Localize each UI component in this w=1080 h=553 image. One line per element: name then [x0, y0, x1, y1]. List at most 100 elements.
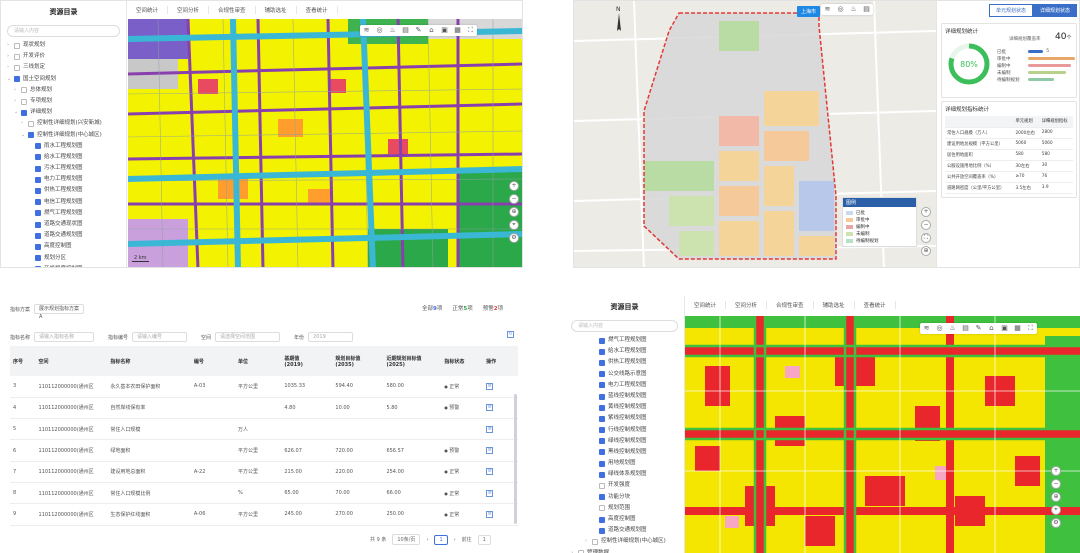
tree-checkbox[interactable] [35, 199, 41, 206]
tree-item[interactable]: 给水工程规划图 [1, 152, 126, 163]
tree-item[interactable]: 绿线体系规划图 [565, 469, 684, 480]
land-use-map[interactable]: ≋ ◎ ♨ ▤ ✎ ⌂ ▣ ▦ ⛶ + − ⊕ ⌖ ⚙ [685, 316, 1080, 553]
filter-input[interactable]: 请输入编号 [132, 332, 188, 342]
tree-item[interactable]: 电信工程规划图 [1, 197, 126, 208]
tab-2[interactable]: 合规性审查 [767, 301, 814, 309]
tree-checkbox[interactable] [35, 154, 41, 161]
zoom-out-button[interactable]: − [509, 194, 519, 204]
tree-checkbox[interactable] [578, 550, 584, 553]
filter-input[interactable]: 2019 [308, 332, 354, 342]
locate-button[interactable]: ⊕ [1051, 492, 1061, 502]
tree-checkbox[interactable] [35, 210, 41, 217]
zoom-out-button[interactable]: − [921, 220, 931, 230]
prev-page-button[interactable]: ‹ [426, 536, 429, 543]
caret-icon[interactable]: › [585, 538, 587, 545]
caret-icon[interactable]: › [7, 64, 9, 71]
bag-icon[interactable]: ▦ [454, 26, 461, 34]
tree-checkbox[interactable] [599, 505, 605, 512]
search-input[interactable]: 请输入内容 [7, 25, 120, 37]
caret-icon[interactable]: ⌄ [14, 109, 19, 116]
tree-checkbox[interactable] [21, 87, 27, 94]
tree-item[interactable]: 燃气工程规划图 [1, 208, 126, 219]
caret-icon[interactable]: › [7, 42, 9, 48]
tree-checkbox[interactable] [599, 483, 605, 490]
tree-checkbox[interactable] [599, 382, 605, 389]
zoom-in-button[interactable]: + [509, 181, 519, 191]
tree-checkbox[interactable] [14, 53, 20, 60]
tree-checkbox[interactable] [35, 243, 41, 250]
tree-checkbox[interactable] [35, 232, 41, 239]
layers-icon[interactable]: ≋ [363, 26, 370, 34]
tree-item[interactable]: 高度控制图 [1, 241, 126, 252]
detail-icon[interactable]: ≡ [486, 489, 494, 497]
tree-checkbox[interactable] [599, 516, 605, 523]
caret-icon[interactable]: › [14, 97, 16, 104]
caret-icon[interactable]: ⌄ [21, 131, 26, 138]
land-use-map[interactable]: ≋ ◎ ♨ ▤ ✎ ⌂ ▣ ▦ ⛶ + − ⊕ ⌖ ⚙ 2 km [128, 19, 522, 267]
table-row[interactable]: 5 110112000000(通州区 常住人口规模 万人 ≡ [10, 418, 518, 441]
tree-item[interactable]: 蓝线控制规划图 [565, 391, 684, 402]
status-map[interactable]: N 上海市 ≋ ◎ ♨ ▤ 图例 已批 审批中 编制中 未编制 待编制规划 + − ⛶ ⊕ [574, 1, 936, 267]
tree-item[interactable]: 行线控制规划图 [565, 425, 684, 436]
tab-4[interactable]: 查看统计 [855, 301, 896, 309]
table-row[interactable]: 7 110112000000(通州区 建设用地总面积 A-22 平方公里 215.00 22… [10, 461, 518, 483]
tree-checkbox[interactable] [35, 255, 41, 262]
measure-button[interactable]: ⌖ [509, 220, 519, 230]
settings-button[interactable]: ⚙ [509, 233, 519, 243]
edit-icon[interactable]: ✎ [975, 324, 982, 332]
tab-2[interactable]: 合规性审查 [209, 6, 256, 14]
tree-item[interactable]: 雨水工程规划图 [1, 141, 126, 152]
tree-item[interactable]: › 管理数据 [565, 548, 684, 553]
table-row[interactable]: 4 110112000000(通州区 自然岸线保有率 4.80 10.00 5.80 ● 预… [10, 397, 518, 420]
layers-icon[interactable]: ≋ [824, 5, 831, 13]
goto-input[interactable]: 1 [477, 534, 491, 545]
page-number[interactable]: 1 [434, 534, 448, 545]
tree-item[interactable]: › 专项规划 [1, 96, 126, 107]
tree-checkbox[interactable] [14, 42, 20, 49]
table-row[interactable]: 3 110112000000(通州区 永久基本农田保护面积 A-03 平方公里 1035.… [10, 376, 518, 398]
table-row[interactable]: 居住用地面积 580 580 [945, 149, 1073, 161]
fullscreen-icon[interactable]: ⛶ [1028, 324, 1033, 332]
tree-item[interactable]: 高度控制图 [565, 514, 684, 525]
table-row[interactable]: 建设用地总规模（平方公里） 5060 5060 [945, 138, 1073, 150]
caret-icon[interactable]: › [21, 120, 23, 127]
fullscreen-icon[interactable]: ⛶ [468, 26, 473, 34]
measure-button[interactable]: ⌖ [1051, 505, 1061, 515]
tree-item[interactable]: 公交线路示意图 [565, 369, 684, 380]
tree-checkbox[interactable] [28, 120, 34, 127]
tree-item[interactable]: 道路交通规划图 [1, 230, 126, 241]
table-row[interactable]: 公服设施用地比例（%） 30左右 30 [945, 160, 1073, 172]
tree-item[interactable]: 道路交通现状图 [1, 219, 126, 230]
tree-checkbox[interactable] [599, 415, 605, 422]
tree-item[interactable]: 电力工程规划图 [1, 174, 126, 185]
filter-input[interactable]: 请输入指标名称 [34, 332, 95, 342]
print-icon[interactable]: ▣ [1001, 324, 1008, 332]
search-input[interactable]: 请输入内容 [571, 320, 678, 332]
tree-checkbox[interactable] [35, 221, 41, 228]
table-row[interactable]: 道路网密度（公里/平方公里） 3.5左右 3.9 [945, 182, 1073, 194]
tree-item[interactable]: › 三线划定 [1, 62, 126, 73]
tab-0[interactable]: 空间统计 [127, 6, 169, 14]
region-tag[interactable]: 上海市 [797, 6, 821, 17]
tree-item[interactable]: 供热工程规划图 [565, 357, 684, 368]
tree-checkbox[interactable] [599, 404, 605, 411]
caret-icon[interactable]: › [7, 53, 9, 60]
table-scrollbar[interactable] [514, 394, 517, 524]
tab-0[interactable]: 空间统计 [685, 301, 727, 309]
tree-item[interactable]: 规划范围 [565, 503, 684, 514]
status-badge[interactable]: 全部9项 [422, 304, 442, 312]
detail-icon[interactable]: ≡ [486, 382, 494, 390]
detail-icon[interactable]: ≡ [486, 425, 494, 433]
tree-checkbox[interactable] [35, 143, 41, 150]
tree-checkbox[interactable] [21, 98, 27, 105]
tree-item[interactable]: › 总体规划 [1, 85, 126, 96]
zoom-in-button[interactable]: + [1051, 466, 1061, 476]
building-icon[interactable]: ⌂ [989, 324, 994, 332]
tab-1[interactable]: 空间分析 [726, 301, 768, 309]
table-row[interactable]: 8 110112000000(通州区 常住人口规模比例% 65.00 70.00 66.0… [10, 482, 518, 505]
tree-checkbox[interactable] [14, 76, 20, 83]
tree-checkbox[interactable] [599, 449, 605, 456]
status-badge[interactable]: 预警2项 [483, 304, 503, 312]
bag-icon[interactable]: ▦ [1014, 324, 1021, 332]
target-icon[interactable]: ◎ [936, 324, 943, 332]
